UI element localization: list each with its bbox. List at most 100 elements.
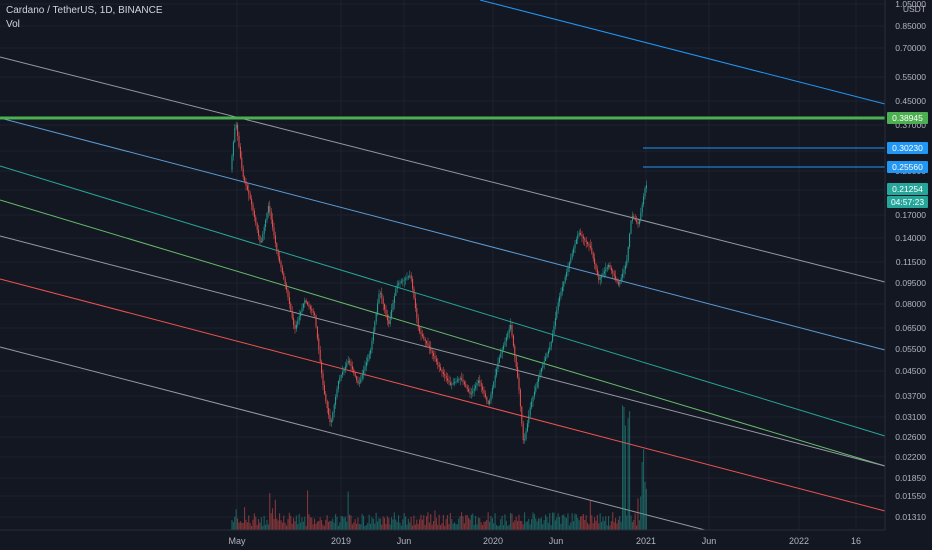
volume-bar xyxy=(251,525,253,530)
candle-body xyxy=(379,293,381,294)
volume-bar xyxy=(420,514,422,530)
volume-bar xyxy=(435,517,437,530)
volume-bar xyxy=(610,521,612,530)
volume-bar xyxy=(605,516,607,530)
candle-body xyxy=(367,358,369,363)
gray-channel-line-3[interactable] xyxy=(0,346,706,531)
symbol-title[interactable]: Cardano / TetherUS, 1D, BINANCE xyxy=(6,5,163,16)
candle-body xyxy=(332,412,334,421)
candle-body xyxy=(592,252,594,259)
candle-body xyxy=(533,391,535,397)
trend-lines xyxy=(0,0,886,531)
candle-body xyxy=(627,246,629,261)
volume-bar xyxy=(623,406,625,530)
volume-bar xyxy=(645,488,647,530)
candle-body xyxy=(482,386,484,390)
volume-bar xyxy=(577,517,579,530)
candle-body xyxy=(462,379,464,383)
candle-body xyxy=(640,212,642,221)
volume-bar xyxy=(242,522,244,530)
candle-body xyxy=(354,373,356,377)
candle-body xyxy=(550,341,552,347)
volume-bar xyxy=(382,516,384,530)
volume-bar xyxy=(526,521,528,530)
volume-bar xyxy=(326,515,328,530)
candle-body xyxy=(610,267,612,271)
volume-bar xyxy=(542,524,544,530)
volume-bar xyxy=(321,520,323,530)
candle-body xyxy=(353,369,355,373)
candle-body xyxy=(449,382,451,385)
volume-bar xyxy=(535,518,537,530)
candle-body xyxy=(294,325,296,329)
candle-body xyxy=(251,198,253,205)
volume-bar xyxy=(598,523,600,530)
volume-bar xyxy=(482,525,484,530)
volume-bar xyxy=(461,512,463,530)
volume-bar xyxy=(497,525,499,530)
candle-body xyxy=(400,281,402,283)
candle-body xyxy=(249,194,251,199)
volume-bar xyxy=(340,516,342,530)
volume-bar xyxy=(581,515,583,530)
candle-body xyxy=(300,312,302,317)
volume-bar xyxy=(522,524,524,530)
teal-channel-line[interactable] xyxy=(0,165,886,437)
candle-body xyxy=(393,296,395,303)
candle-body xyxy=(325,394,327,401)
volume-label[interactable]: Vol xyxy=(6,19,20,30)
volume-bar xyxy=(343,517,345,530)
volume-bar xyxy=(318,520,320,530)
candle-body xyxy=(535,386,537,392)
price-unit-label: USDT xyxy=(902,4,926,14)
candle-body xyxy=(295,324,297,329)
volume-bar xyxy=(553,512,555,530)
volume-bar xyxy=(272,508,274,530)
candle-body xyxy=(553,325,555,334)
volume-bar xyxy=(578,520,580,530)
candle-body xyxy=(615,276,617,279)
candle-body xyxy=(235,124,237,128)
volume-bar xyxy=(505,520,507,530)
candle-body xyxy=(350,362,352,366)
volume-bar xyxy=(455,523,457,530)
candle-body xyxy=(349,360,351,363)
candle-body xyxy=(584,238,586,241)
red-channel-line[interactable] xyxy=(0,278,886,512)
candle-body xyxy=(566,272,568,277)
candle-body xyxy=(428,345,430,348)
volume-bar xyxy=(287,519,289,530)
volume-bar xyxy=(493,523,495,530)
volume-bar xyxy=(405,516,407,530)
gray-channel-line-2[interactable] xyxy=(0,235,886,467)
volume-bar xyxy=(557,513,559,530)
volume-bar xyxy=(554,520,556,530)
volume-bar xyxy=(433,521,435,530)
candle-body xyxy=(473,388,475,391)
volume-bar xyxy=(638,520,640,530)
blue-channel-line[interactable] xyxy=(0,117,886,351)
candle-body xyxy=(337,381,339,389)
volume-bar xyxy=(511,513,513,530)
candle-body xyxy=(582,236,584,239)
gray-channel-line[interactable] xyxy=(0,56,886,283)
volume-bar xyxy=(407,518,409,530)
candle-body xyxy=(458,379,460,381)
candle-body xyxy=(242,168,244,177)
volume-bar xyxy=(629,411,631,530)
volume-bar xyxy=(262,525,264,530)
volume-bar xyxy=(249,522,251,530)
green-channel-line[interactable] xyxy=(0,199,886,467)
volume-bar xyxy=(393,512,395,530)
candle-body xyxy=(518,377,520,390)
volume-bar xyxy=(459,516,461,530)
candle-body xyxy=(587,242,589,244)
volume-bar xyxy=(620,521,622,530)
candle-body xyxy=(595,264,597,270)
volume-bar xyxy=(494,513,496,530)
upper-blue-line[interactable] xyxy=(479,0,886,105)
volume-bar xyxy=(263,515,265,530)
candle-body xyxy=(384,304,386,310)
candle-body xyxy=(571,253,573,258)
